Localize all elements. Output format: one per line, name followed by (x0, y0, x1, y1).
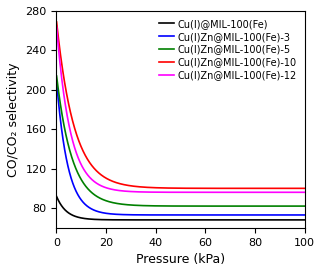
Cu(I)Zn@MIL-100(Fe)-10 (55, 20, 59, 23)
Line: Cu(I)Zn@MIL-100(Fe)-3: Cu(I)Zn@MIL-100(Fe)-3 (57, 81, 305, 215)
Cu(I)Zn@MIL-100(Fe)-12 (303, 191, 307, 194)
Cu(I)Zn@MIL-100(Fe)-12 (169, 191, 173, 194)
Cu(I)Zn@MIL-100(Fe)-5 (295, 204, 299, 208)
Cu(I)Zn@MIL-100(Fe)-5 (67, 147, 71, 150)
Cu(I)Zn@MIL-100(Fe)-10 (295, 187, 299, 190)
Cu(I)Zn@MIL-100(Fe)-12 (250, 191, 254, 194)
Cu(I)Zn@MIL-100(Fe)-12 (175, 191, 179, 194)
Cu(I)Zn@MIL-100(Fe)-10 (295, 187, 299, 190)
Cu(I)Zn@MIL-100(Fe)-10 (67, 105, 71, 108)
Cu(I)Zn@MIL-100(Fe)-5 (295, 204, 299, 208)
Cu(I)@MIL-100(Fe) (175, 218, 179, 221)
Cu(I)@MIL-100(Fe) (250, 218, 254, 221)
Cu(I)@MIL-100(Fe) (303, 218, 307, 221)
Cu(I)Zn@MIL-100(Fe)-12 (67, 125, 71, 128)
Cu(I)Zn@MIL-100(Fe)-10 (250, 187, 254, 190)
Cu(I)Zn@MIL-100(Fe)-3 (250, 213, 254, 216)
Cu(I)Zn@MIL-100(Fe)-3 (169, 213, 173, 216)
Cu(I)Zn@MIL-100(Fe)-3 (55, 80, 59, 83)
Cu(I)@MIL-100(Fe) (55, 195, 59, 198)
Cu(I)@MIL-100(Fe) (295, 218, 299, 221)
Y-axis label: CO/CO₂ selectivity: CO/CO₂ selectivity (7, 62, 20, 177)
Cu(I)Zn@MIL-100(Fe)-3 (303, 213, 307, 216)
Cu(I)Zn@MIL-100(Fe)-3 (295, 213, 299, 216)
Cu(I)@MIL-100(Fe) (67, 212, 71, 215)
Cu(I)@MIL-100(Fe) (295, 218, 299, 221)
Cu(I)Zn@MIL-100(Fe)-10 (175, 186, 179, 190)
Cu(I)Zn@MIL-100(Fe)-5 (175, 204, 179, 208)
Line: Cu(I)@MIL-100(Fe): Cu(I)@MIL-100(Fe) (57, 197, 305, 220)
Line: Cu(I)Zn@MIL-100(Fe)-5: Cu(I)Zn@MIL-100(Fe)-5 (57, 76, 305, 206)
Line: Cu(I)Zn@MIL-100(Fe)-10: Cu(I)Zn@MIL-100(Fe)-10 (57, 22, 305, 188)
Cu(I)Zn@MIL-100(Fe)-10 (303, 187, 307, 190)
Cu(I)Zn@MIL-100(Fe)-5 (303, 204, 307, 208)
Cu(I)Zn@MIL-100(Fe)-12 (295, 191, 299, 194)
Cu(I)@MIL-100(Fe) (169, 218, 173, 221)
Cu(I)Zn@MIL-100(Fe)-3 (175, 213, 179, 216)
Legend: Cu(I)@MIL-100(Fe), Cu(I)Zn@MIL-100(Fe)-3, Cu(I)Zn@MIL-100(Fe)-5, Cu(I)Zn@MIL-100: Cu(I)@MIL-100(Fe), Cu(I)Zn@MIL-100(Fe)-3… (156, 16, 300, 83)
Cu(I)Zn@MIL-100(Fe)-12 (295, 191, 299, 194)
Cu(I)Zn@MIL-100(Fe)-10 (169, 186, 173, 190)
X-axis label: Pressure (kPa): Pressure (kPa) (136, 253, 225, 266)
Cu(I)Zn@MIL-100(Fe)-5 (169, 204, 173, 208)
Cu(I)Zn@MIL-100(Fe)-12 (55, 26, 59, 29)
Cu(I)Zn@MIL-100(Fe)-3 (67, 170, 71, 173)
Cu(I)Zn@MIL-100(Fe)-5 (250, 204, 254, 208)
Line: Cu(I)Zn@MIL-100(Fe)-12: Cu(I)Zn@MIL-100(Fe)-12 (57, 27, 305, 192)
Cu(I)Zn@MIL-100(Fe)-5 (55, 75, 59, 78)
Cu(I)Zn@MIL-100(Fe)-3 (295, 213, 299, 216)
